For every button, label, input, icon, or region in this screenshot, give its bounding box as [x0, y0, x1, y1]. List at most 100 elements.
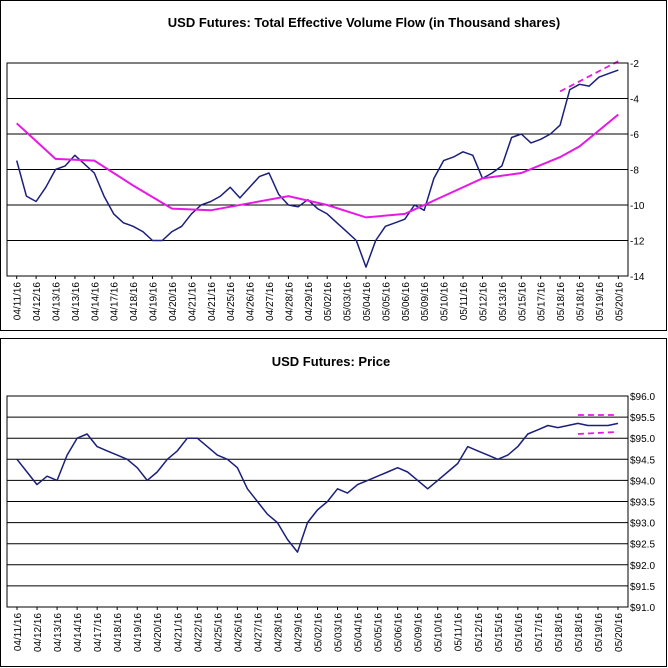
- x-tick-label: 04/26/16: [246, 282, 257, 321]
- x-tick-label: 04/28/16: [284, 282, 295, 321]
- y-tick-label: -10: [630, 201, 645, 212]
- y-tick-label: $95.0: [630, 434, 655, 445]
- x-tick-label: 05/05/16: [374, 613, 385, 652]
- x-tick-label: 04/20/16: [153, 613, 164, 652]
- price-series: [16, 414, 619, 553]
- moving-average-line: [16, 113, 619, 219]
- x-tick-label: 05/11/16: [459, 282, 470, 321]
- x-tick-label: 05/03/16: [343, 282, 354, 321]
- price-chart: USD Futures: Price $96.0$95.5$95.0$94.5$…: [6, 354, 655, 652]
- x-tick-label: 04/18/16: [129, 282, 140, 321]
- y-tick-label: $93.0: [630, 519, 655, 530]
- x-tick-label: 05/17/16: [537, 282, 548, 321]
- x-tick-label: 04/19/16: [133, 613, 144, 652]
- y-tick-label: $95.5: [630, 413, 655, 424]
- y-tick-label: -14: [630, 272, 645, 283]
- x-tick-label: 05/18/16: [575, 282, 586, 321]
- data-series-line: [15, 69, 619, 268]
- x-tick-label: 04/12/16: [33, 613, 44, 652]
- x-tick-label: 04/13/16: [52, 282, 63, 321]
- x-tick-label: 05/10/16: [440, 282, 451, 321]
- x-tick-label: 04/12/16: [32, 282, 43, 321]
- volume-flow-y-ticks: -2 -4 -6 -8 -10 -12 -14: [630, 59, 645, 283]
- y-tick-label: -8: [630, 166, 639, 177]
- x-tick-label: 05/18/16: [554, 613, 565, 652]
- x-tick-label: 04/25/16: [226, 282, 237, 321]
- x-tick-label: 04/29/16: [293, 613, 304, 652]
- volume-flow-chart: USD Futures: Total Effective Volume Flow…: [6, 15, 645, 321]
- x-tick-label: 04/13/16: [71, 282, 82, 321]
- y-tick-label: -4: [630, 95, 639, 106]
- x-tick-label: 05/20/16: [614, 613, 625, 652]
- volume-flow-x-ticks: 04/11/16 04/12/16 04/13/16 04/13/16 04/14/16…: [13, 276, 625, 321]
- x-tick-label: 04/21/16: [173, 613, 184, 652]
- x-tick-label: 05/02/16: [323, 282, 334, 321]
- x-tick-label: 04/22/16: [193, 613, 204, 652]
- y-tick-label: $94.5: [630, 455, 655, 466]
- y-tick-label: -12: [630, 237, 645, 248]
- x-tick-label: 05/13/16: [498, 282, 509, 321]
- x-tick-label: 05/02/16: [314, 613, 325, 652]
- trend-line: [577, 431, 619, 435]
- x-tick-label: 05/16/16: [514, 613, 525, 652]
- x-tick-label: 04/14/16: [73, 613, 84, 652]
- volume-flow-title: USD Futures: Total Effective Volume Flow…: [168, 15, 560, 30]
- x-tick-label: 05/12/16: [478, 282, 489, 321]
- x-tick-label: 05/03/16: [334, 613, 345, 652]
- x-tick-label: 05/10/16: [434, 613, 445, 652]
- price-y-ticks: $96.0 $95.5 $95.0 $94.5 $94.0 $93.5 $93.0 $92.5…: [630, 392, 655, 614]
- x-tick-label: 05/09/16: [414, 613, 425, 652]
- x-tick-label: 05/18/16: [574, 613, 585, 652]
- x-tick-label: 04/19/16: [149, 282, 160, 321]
- x-tick-label: 05/11/16: [454, 613, 465, 652]
- x-tick-label: 04/17/16: [110, 282, 121, 321]
- price-plot-frame: [6, 395, 629, 608]
- x-tick-label: 04/27/16: [265, 282, 276, 321]
- bottom-panel-border: [0, 338, 667, 667]
- y-tick-label: $93.5: [630, 498, 655, 509]
- y-tick-label: $91.5: [630, 582, 655, 593]
- x-tick-label: 04/26/16: [233, 613, 244, 652]
- x-tick-label: 04/25/16: [213, 613, 224, 652]
- data-series-line: [16, 422, 619, 553]
- y-tick-label: $92.5: [630, 540, 655, 551]
- volume-flow-series: [15, 60, 619, 268]
- x-tick-label: 05/19/16: [595, 282, 606, 321]
- x-tick-label: 05/15/16: [517, 282, 528, 321]
- x-tick-label: 04/29/16: [304, 282, 315, 321]
- volume-flow-plot-frame: [6, 62, 629, 277]
- price-title: USD Futures: Price: [272, 354, 390, 369]
- y-tick-label: $94.0: [630, 476, 655, 487]
- x-tick-label: 05/04/16: [362, 282, 373, 321]
- trend-line: [559, 60, 619, 93]
- x-tick-label: 04/14/16: [90, 282, 101, 321]
- x-tick-label: 04/21/16: [187, 282, 198, 321]
- x-tick-label: 04/11/16: [13, 613, 24, 652]
- x-tick-label: 05/12/16: [474, 613, 485, 652]
- x-tick-label: 05/06/16: [401, 282, 412, 321]
- y-tick-label: $91.0: [630, 603, 655, 614]
- x-tick-label: 05/09/16: [420, 282, 431, 321]
- price-x-ticks: 04/11/16 04/12/16 04/13/16 04/14/16 04/17/16…: [13, 607, 625, 652]
- x-tick-label: 04/17/16: [93, 613, 104, 652]
- x-tick-label: 05/20/16: [614, 282, 625, 321]
- x-tick-label: 04/18/16: [113, 613, 124, 652]
- y-tick-label: -6: [630, 130, 639, 141]
- x-tick-label: 05/06/16: [394, 613, 405, 652]
- x-tick-label: 04/27/16: [253, 613, 264, 652]
- x-tick-label: 05/19/16: [594, 613, 605, 652]
- x-tick-label: 05/17/16: [534, 613, 545, 652]
- x-tick-label: 04/21/16: [207, 282, 218, 321]
- x-tick-label: 04/20/16: [168, 282, 179, 321]
- x-tick-label: 05/18/16: [556, 282, 567, 321]
- y-tick-label: -2: [630, 59, 639, 70]
- x-tick-label: 05/04/16: [354, 613, 365, 652]
- x-tick-label: 04/13/16: [53, 613, 64, 652]
- x-tick-label: 04/11/16: [13, 282, 24, 321]
- x-tick-label: 05/15/16: [494, 613, 505, 652]
- x-tick-label: 05/05/16: [381, 282, 392, 321]
- y-tick-label: $92.0: [630, 561, 655, 572]
- x-tick-label: 04/28/16: [273, 613, 284, 652]
- y-tick-label: $96.0: [630, 392, 655, 403]
